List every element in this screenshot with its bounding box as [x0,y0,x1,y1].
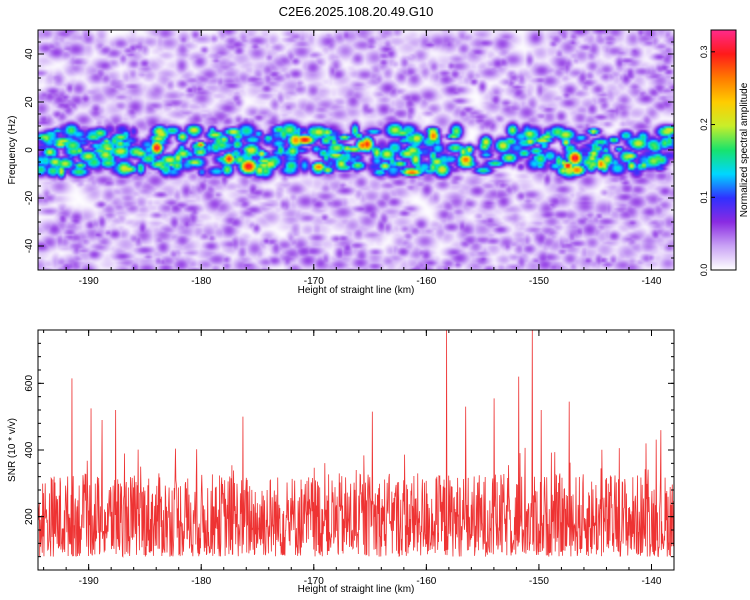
x-tick-label: -190 [79,576,99,587]
x-tick-label: -170 [304,276,324,287]
colorbar-tick-label: 0.0 [699,264,709,277]
x-tick-label: -150 [529,276,549,287]
snr-x-axis: -190 -180 -170 -160 -150 -140 [43,330,675,587]
y-tick-label: 200 [24,508,35,525]
snr-panel: -190 -180 -170 -160 -150 -140 200 400 600 Heigh… [7,329,675,595]
y-tick-label: 0 [24,147,35,153]
x-tick-label: -160 [416,576,436,587]
colorbar-tick-label: 0.2 [699,118,709,131]
x-tick-label: -140 [641,576,661,587]
y-tick-label: -40 [24,238,35,253]
heatmap-y-label: Frequency (Hz) [7,116,18,185]
heatmap-panel: -190 -180 -170 -160 -150 -140 -40 -20 0 20 40 Hei… [7,29,675,296]
snr-y-axis: 200 400 600 [24,329,674,571]
x-tick-label: -170 [304,576,324,587]
y-tick-label: -20 [24,190,35,205]
y-tick-label: 400 [24,441,35,458]
heatmap-y-axis: -40 -20 0 20 40 [24,29,674,271]
figure-title: C2E6.2025.108.20.49.G10 [279,4,434,19]
snr-x-label: Height of straight line (km) [298,584,415,595]
x-tick-label: -150 [529,576,549,587]
x-tick-label: -160 [416,276,436,287]
colorbar-gradient [710,29,737,271]
colorbar-tick-label: 0.3 [699,46,709,59]
x-tick-label: -140 [641,276,661,287]
colorbar-label: Normalized spectral amplitude [739,82,750,217]
y-tick-label: 600 [24,375,35,392]
x-tick-label: -180 [191,576,211,587]
heatmap-x-axis: -190 -180 -170 -160 -150 -140 [43,30,675,287]
y-tick-label: 20 [24,96,35,108]
y-tick-label: 40 [24,48,35,60]
colorbar: 0.0 0.1 0.2 0.3 Normalized spectral amplitu… [699,29,750,277]
x-tick-label: -180 [191,276,211,287]
heatmap-x-label: Height of straight line (km) [298,285,415,296]
colorbar-ticks: 0.0 0.1 0.2 0.3 [699,46,715,277]
heatmap-image [38,30,674,270]
colorbar-tick-label: 0.1 [699,191,709,204]
x-tick-label: -190 [79,276,99,287]
snr-y-label: SNR (10 * v/v) [7,418,18,482]
snr-series-line [37,329,675,558]
snr-frame-bg [38,330,674,570]
